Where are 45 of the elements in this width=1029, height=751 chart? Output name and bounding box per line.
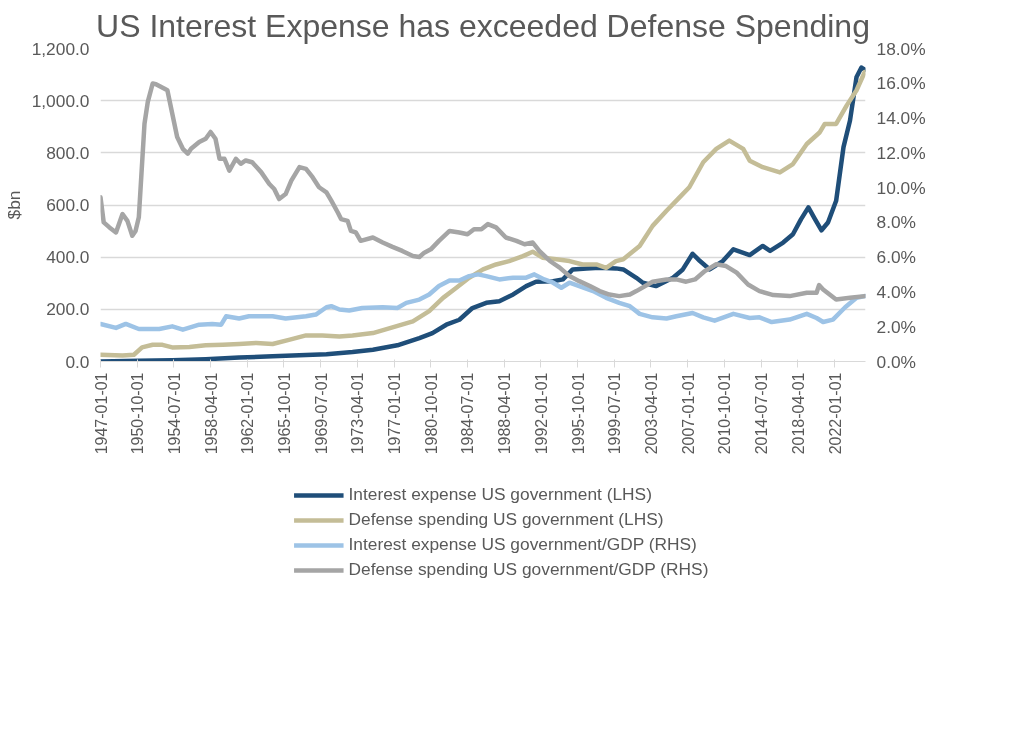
y-tick-label: 1,200.0 [31, 38, 90, 59]
x-tick-label: 1984-07-01 [459, 372, 477, 455]
y-tick-label: 1,000.0 [31, 90, 90, 111]
y2-tick-label: 2.0% [876, 316, 916, 337]
x-tick-label: 2022-01-01 [826, 372, 844, 455]
legend-label: Interest expense US government (LHS) [348, 484, 652, 505]
y-tick-label: 800.0 [46, 142, 90, 163]
y-tick-label: 200.0 [46, 299, 90, 320]
legend-label: Defense spending US government (LHS) [348, 509, 664, 530]
x-tick-label: 1977-01-01 [386, 372, 404, 455]
x-tick-label: 2018-04-01 [789, 372, 807, 455]
y-tick-label: 400.0 [46, 247, 90, 268]
y-tick-label: 600.0 [46, 195, 90, 215]
x-tick-label: 1954-07-01 [165, 372, 183, 455]
x-tick-label: 2014-07-01 [753, 372, 771, 455]
x-tick-label: 1965-10-01 [276, 372, 293, 455]
x-tick-label: 1980-10-01 [422, 372, 440, 455]
line-series [100, 81, 866, 302]
x-tick-label: 2003-04-01 [643, 372, 660, 455]
x-tick-label: 1988-04-01 [496, 372, 514, 455]
x-tick-label: 1999-07-01 [606, 372, 624, 455]
y-tick-label: 0.0 [65, 351, 90, 372]
x-tick-label: 1995-10-01 [569, 372, 587, 455]
y2-tick-label: 0.0% [876, 351, 916, 372]
x-tick-label: 1992-01-01 [532, 372, 550, 455]
x-tick-label: 1962-01-01 [239, 372, 257, 455]
y2-tick-label: 4.0% [876, 281, 916, 302]
y2-tick-label: 18.0% [876, 38, 926, 59]
x-tick-label: 2010-10-01 [716, 372, 734, 455]
x-tick-label: 2007-01-01 [679, 372, 697, 455]
x-tick-label: 1950-10-01 [129, 372, 147, 455]
x-tick-label: 1958-04-01 [202, 372, 220, 455]
y2-tick-label: 10.0% [876, 177, 926, 198]
y2-tick-label: 14.0% [876, 108, 926, 129]
y-axis-title: $bn [3, 190, 24, 220]
y2-tick-label: 16.0% [876, 73, 926, 94]
legend-label: Defense spending US government/GDP (RHS) [348, 559, 709, 580]
legend-label: Interest expense US government/GDP (RHS) [348, 534, 697, 555]
y2-tick-label: 8.0% [876, 212, 916, 233]
y2-tick-label: 6.0% [876, 247, 916, 268]
x-tick-label: 1947-01-01 [92, 372, 110, 455]
x-tick-label: 1973-04-01 [349, 372, 367, 455]
y2-tick-label: 12.0% [876, 142, 926, 163]
x-tick-label: 1969-07-01 [312, 372, 330, 455]
chart-title: US Interest Expense has exceeded Defense Spending [96, 7, 870, 44]
